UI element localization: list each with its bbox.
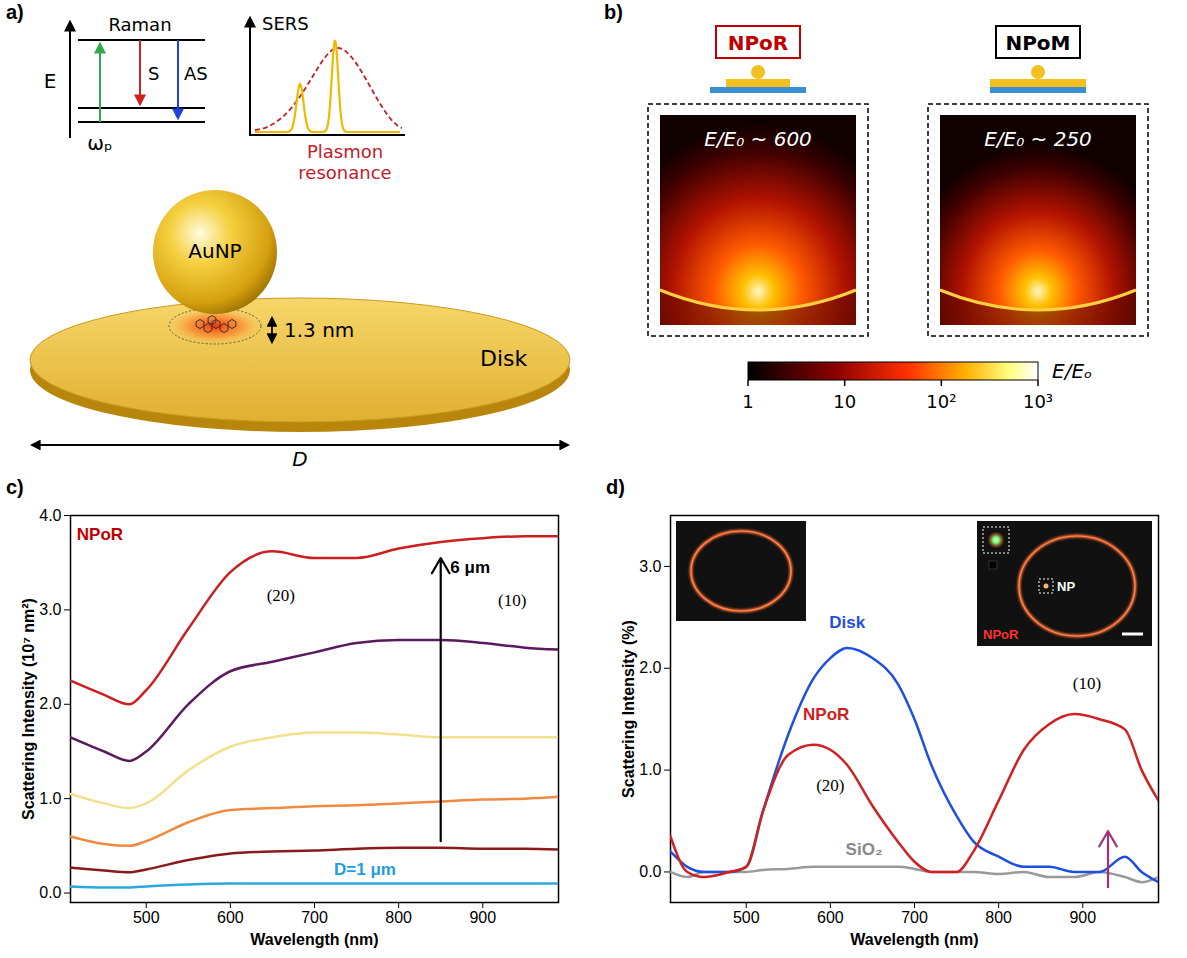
svg-text:(10): (10)	[498, 591, 526, 610]
svg-text:SERS: SERS	[262, 13, 309, 34]
svg-text:(20): (20)	[816, 776, 844, 795]
svg-text:800: 800	[385, 909, 412, 926]
svg-text:1.0: 1.0	[639, 761, 661, 778]
svg-text:900: 900	[469, 909, 496, 926]
svg-text:900: 900	[1069, 909, 1096, 926]
svg-text:(20): (20)	[267, 586, 295, 605]
svg-text:NPoM: NPoM	[1005, 31, 1070, 55]
svg-text:Scattering Intensity (%): Scattering Intensity (%)	[620, 620, 637, 798]
svg-text:2.0: 2.0	[639, 659, 661, 676]
svg-text:Wavelength (nm): Wavelength (nm)	[850, 931, 978, 948]
svg-text:Disk: Disk	[480, 346, 528, 371]
svg-text:NPoR: NPoR	[728, 31, 789, 55]
svg-text:10: 10	[833, 391, 856, 412]
svg-text:500: 500	[733, 909, 760, 926]
svg-text:6 μm: 6 μm	[450, 558, 490, 577]
svg-text:NPoR: NPoR	[803, 705, 849, 724]
svg-text:(10): (10)	[1073, 674, 1101, 693]
svg-text:4.0: 4.0	[39, 507, 61, 524]
svg-text:10³: 10³	[1023, 391, 1053, 412]
svg-text:800: 800	[985, 909, 1012, 926]
svg-text:700: 700	[901, 909, 928, 926]
svg-text:2.0: 2.0	[39, 695, 61, 712]
svg-text:resonance: resonance	[298, 162, 391, 183]
html-text:a): a)	[6, 1, 24, 23]
svg-text:E/Eₒ: E/Eₒ	[1052, 359, 1092, 383]
svg-text:500: 500	[133, 909, 160, 926]
svg-text:AuNP: AuNP	[188, 239, 241, 263]
svg-text:3.0: 3.0	[639, 558, 661, 575]
svg-text:0.0: 0.0	[639, 863, 661, 880]
svg-text:S: S	[148, 63, 159, 84]
svg-text:Plasmon: Plasmon	[307, 141, 383, 162]
html-text:d): d)	[606, 476, 625, 498]
svg-text:600: 600	[817, 909, 844, 926]
svg-text:700: 700	[301, 909, 328, 926]
svg-text:1: 1	[742, 391, 753, 412]
svg-text:1.0: 1.0	[39, 790, 61, 807]
svg-text:Disk: Disk	[829, 613, 865, 632]
svg-text:3.0: 3.0	[39, 601, 61, 618]
svg-text:SiO₂: SiO₂	[846, 840, 883, 859]
svg-text:NP: NP	[1057, 579, 1075, 594]
svg-text:NPoR: NPoR	[77, 525, 123, 544]
html-text:b): b)	[604, 1, 623, 23]
svg-text:Raman: Raman	[108, 14, 171, 35]
svg-text:10²: 10²	[926, 391, 956, 412]
svg-text:600: 600	[217, 909, 244, 926]
svg-text:D=1 μm: D=1 μm	[334, 860, 396, 879]
svg-text:Scattering Intensity (10⁷ nm²): Scattering Intensity (10⁷ nm²)	[20, 598, 37, 820]
svg-text:ωₚ: ωₚ	[87, 131, 112, 155]
svg-text:E/E₀ ~ 600: E/E₀ ~ 600	[704, 127, 812, 151]
svg-text:D: D	[292, 447, 307, 470]
svg-text:AS: AS	[184, 63, 208, 84]
svg-text:E/E₀ ~ 250: E/E₀ ~ 250	[984, 127, 1092, 151]
svg-text:Wavelength (nm): Wavelength (nm)	[250, 931, 378, 948]
svg-text:0.0: 0.0	[39, 884, 61, 901]
svg-text:NPoR: NPoR	[983, 627, 1019, 642]
html-text:c): c)	[6, 476, 24, 498]
svg-text:1.3 nm: 1.3 nm	[284, 318, 354, 342]
svg-text:E: E	[44, 69, 57, 93]
